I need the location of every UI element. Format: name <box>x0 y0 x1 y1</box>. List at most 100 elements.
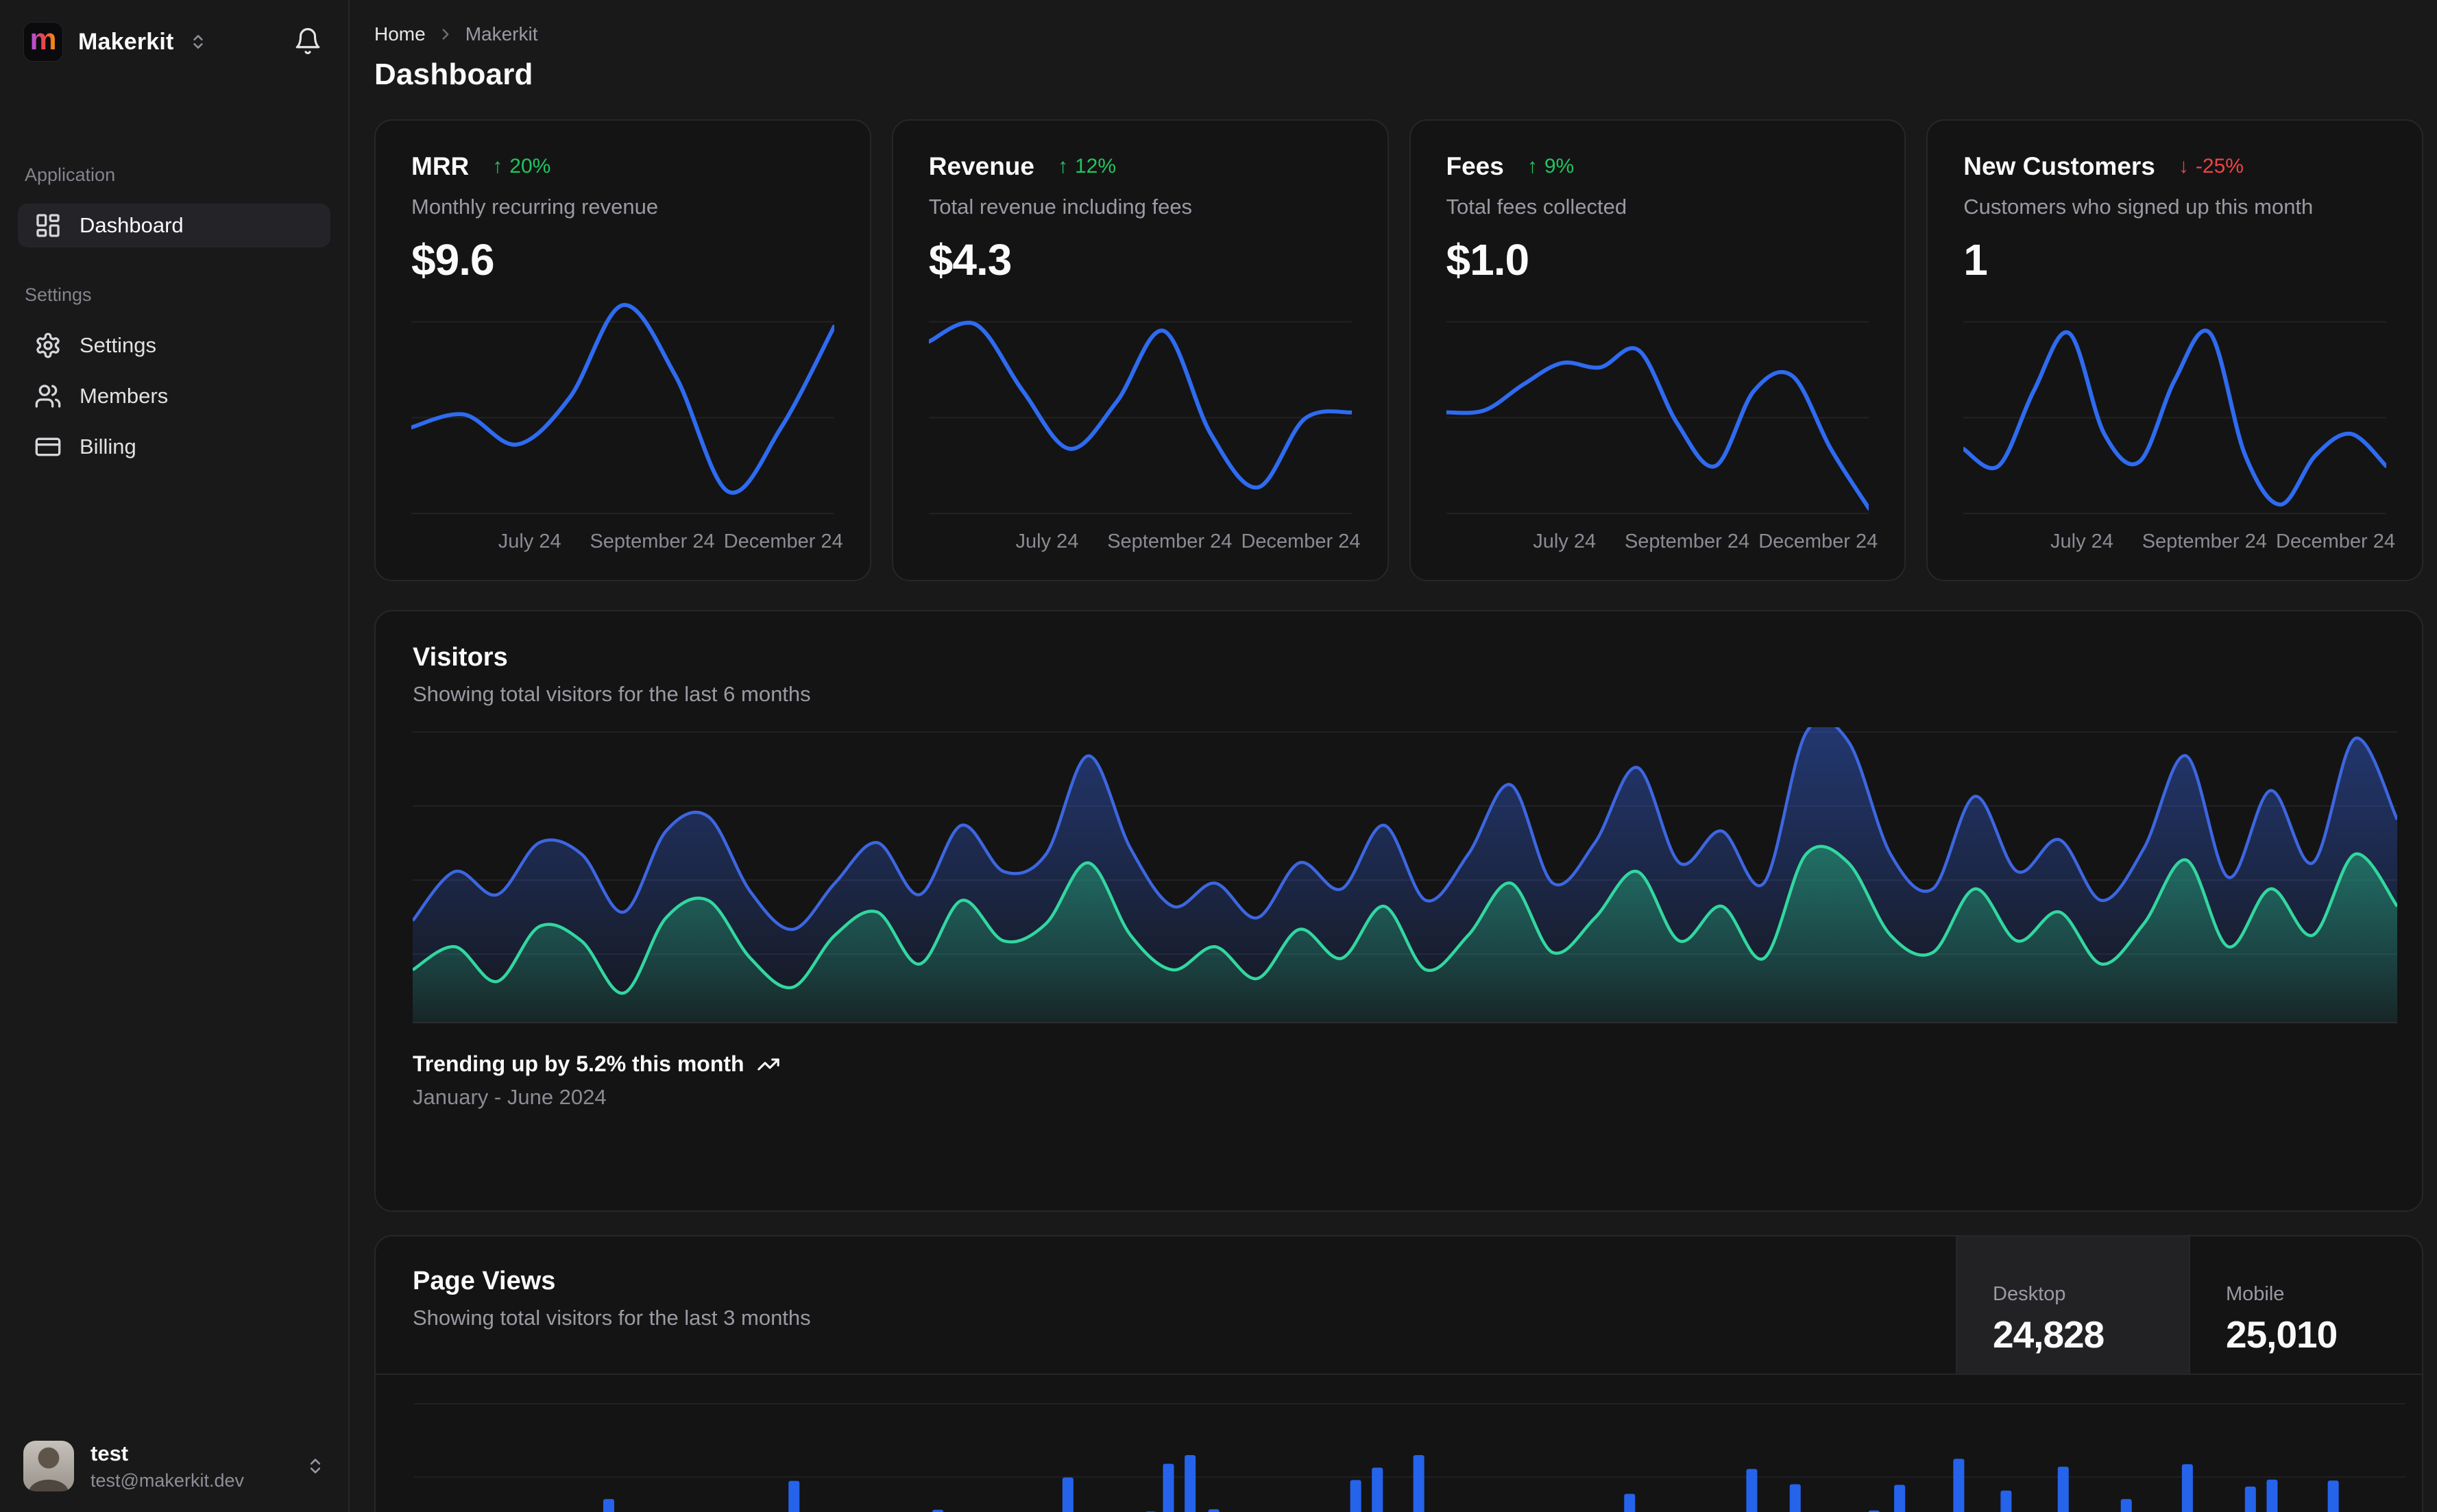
x-tick: July 24 <box>2050 531 2113 552</box>
x-tick: July 24 <box>1015 531 1079 552</box>
sidebar-item-settings[interactable]: Settings <box>18 324 330 367</box>
bar <box>2327 1480 2339 1512</box>
chevrons-up-down-icon <box>189 33 207 51</box>
bar <box>1746 1469 1758 1512</box>
stat-description: Total revenue including fees <box>928 195 1193 219</box>
trending-up-icon <box>757 1053 780 1076</box>
bar <box>1868 1510 1880 1512</box>
stat-title: New Customers <box>1963 152 2155 180</box>
stat-description: Customers who signed up this month <box>1963 195 2314 219</box>
date-range-text: January - June 2024 <box>413 1085 607 1109</box>
revenue-sparkline-chart: July 24 September 24 December 24 <box>928 285 1361 558</box>
page-views-header: Page Views Showing total visitors for th… <box>376 1236 2422 1375</box>
chevron-right-icon <box>437 25 454 43</box>
bar <box>1624 1493 1636 1512</box>
x-tick: December 24 <box>723 531 843 552</box>
breadcrumb-current: Makerkit <box>465 23 538 45</box>
section-label-settings: Settings <box>25 284 92 305</box>
sidebar-item-label: Billing <box>80 435 136 459</box>
notifications-button[interactable] <box>289 23 326 62</box>
makerkit-logo: m <box>23 22 63 62</box>
sidebar-item-members[interactable]: Members <box>18 374 330 418</box>
bar <box>788 1480 800 1512</box>
bar <box>1350 1480 1361 1512</box>
sidebar-item-label: Members <box>80 384 169 408</box>
mrr-sparkline-chart: July 24 September 24 December 24 <box>411 285 843 558</box>
stat-value: $1.0 <box>1446 235 1530 284</box>
user-name: test <box>90 1441 129 1465</box>
user-email: test@makerkit.dev <box>90 1470 244 1491</box>
nav-group-settings: Settings Settings Members <box>18 284 330 469</box>
x-tick: July 24 <box>498 531 561 552</box>
x-tick: December 24 <box>2275 531 2396 552</box>
user-avatar <box>23 1441 74 1491</box>
arrow-up-icon: ↑ <box>1527 155 1538 178</box>
sidebar-item-dashboard[interactable]: Dashboard <box>18 204 330 247</box>
stat-title: Fees <box>1446 152 1504 180</box>
sidebar-item-label: Dashboard <box>80 213 184 237</box>
toggle-label: Desktop <box>1993 1282 2066 1305</box>
workspace-switcher[interactable]: m Makerkit <box>23 22 207 62</box>
fees-sparkline-chart: July 24 September 24 December 24 <box>1446 285 1878 558</box>
sparkline-x-axis: July 24 September 24 December 24 <box>929 526 1360 558</box>
sparkline-x-axis: July 24 September 24 December 24 <box>1963 526 2395 558</box>
bar <box>1413 1455 1424 1512</box>
bar <box>932 1509 944 1512</box>
breadcrumb-home-link[interactable]: Home <box>374 23 426 45</box>
sparkline-x-axis: July 24 September 24 December 24 <box>1446 526 1878 558</box>
dashboard-grid-icon <box>34 212 62 239</box>
stat-card-new-customers: New Customers ↓ -25% Customers who signed… <box>1926 119 2423 581</box>
arrow-up-icon: ↑ <box>1057 155 1068 178</box>
page-views-card: Page Views Showing total visitors for th… <box>374 1235 2423 1512</box>
stat-value: $4.3 <box>928 235 1013 284</box>
stats-grid: MRR ↑ 20% Monthly recurring revenue $9.6 … <box>374 119 2423 581</box>
x-tick: September 24 <box>1624 531 1750 552</box>
stat-card-fees: Fees ↑ 9% Total fees collected $1.0 July … <box>1409 119 1906 581</box>
stat-delta-badge: ↑ 20% <box>492 155 550 178</box>
sidebar-header: m Makerkit <box>18 19 330 62</box>
bar <box>1185 1455 1196 1512</box>
stat-delta-value: 20% <box>509 155 551 178</box>
stat-card-revenue: Revenue ↑ 12% Total revenue including fee… <box>891 119 1389 581</box>
nav-group-application: Application Dashboard <box>18 164 330 247</box>
toggle-label: Mobile <box>2226 1282 2285 1305</box>
stat-delta-badge: ↑ 12% <box>1058 155 1116 178</box>
stat-title: MRR <box>411 152 470 180</box>
toggle-value: 24,828 <box>1993 1313 2105 1356</box>
bar <box>1062 1477 1074 1512</box>
new-customers-sparkline-chart: July 24 September 24 December 24 <box>1963 285 2395 558</box>
trend-text: Trending up by 5.2% this month <box>413 1051 744 1076</box>
page-views-toggles: Desktop 24,828 Mobile 25,010 <box>1956 1236 2422 1374</box>
x-tick: July 24 <box>1533 531 1597 552</box>
stat-delta-badge: ↑ 9% <box>1527 155 1574 178</box>
bar <box>1372 1467 1383 1512</box>
chevrons-up-down-icon <box>306 1456 325 1476</box>
bar <box>2181 1464 2193 1512</box>
toggle-desktop[interactable]: Desktop 24,828 <box>1956 1236 2189 1374</box>
toggle-value: 25,010 <box>2226 1313 2338 1356</box>
x-tick: December 24 <box>1241 531 1361 552</box>
logo-letter: m <box>29 23 57 56</box>
toggle-mobile[interactable]: Mobile 25,010 <box>2189 1236 2422 1374</box>
sidebar: m Makerkit Application D <box>0 0 350 1512</box>
section-label-application: Application <box>25 164 116 185</box>
visitors-subtitle: Showing total visitors for the last 6 mo… <box>413 682 811 706</box>
users-icon <box>34 382 62 410</box>
bar <box>1953 1459 1965 1512</box>
stat-delta-badge: ↓ -25% <box>2179 155 2244 178</box>
sparkline-x-axis: July 24 September 24 December 24 <box>411 526 843 558</box>
visitors-footer: Trending up by 5.2% this month January -… <box>376 1027 2422 1110</box>
arrow-up-icon: ↑ <box>492 155 503 178</box>
user-menu[interactable]: test test@makerkit.dev <box>18 1437 330 1496</box>
x-tick: September 24 <box>1107 531 1233 552</box>
stat-card-mrr: MRR ↑ 20% Monthly recurring revenue $9.6 … <box>374 119 871 581</box>
x-tick: December 24 <box>1758 531 1878 552</box>
bar <box>2266 1479 2278 1512</box>
arrow-down-icon: ↓ <box>2178 155 2189 178</box>
bar <box>2244 1486 2256 1512</box>
bar <box>1163 1463 1174 1512</box>
sidebar-item-billing[interactable]: Billing <box>18 425 330 469</box>
bar <box>1208 1509 1220 1512</box>
bell-icon <box>293 27 322 56</box>
page-views-subtitle: Showing total visitors for the last 3 mo… <box>413 1306 811 1330</box>
